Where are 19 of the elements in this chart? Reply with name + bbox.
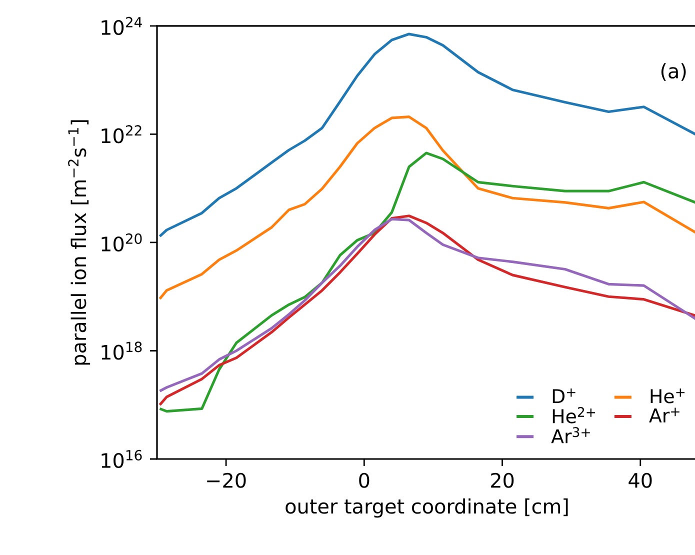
y-tick-label: 10$^{22}$: [102, 125, 142, 144]
x-tick-label: 0: [359, 472, 370, 488]
x-axis-title: outer target coordinate [cm]: [286, 498, 568, 518]
y-tick-label: 10$^{20}$: [102, 233, 142, 252]
legend-label: He$^{2+}$: [552, 407, 596, 424]
annotation: (a): [661, 63, 686, 81]
y-tick-label: 10$^{16}$: [102, 450, 142, 468]
y-tick-label: 10$^{24}$: [102, 16, 142, 36]
legend-label: He$^{+}$: [650, 388, 685, 404]
legend-label: Ar$^{+}$: [649, 408, 680, 422]
line-series: [158, 32, 695, 238]
y-axis-title: parallel ion flux [m$^{−2}$s$^{−1}$]: [68, 120, 90, 365]
x-tick-label: 20: [491, 472, 514, 488]
legend-label: Ar$^{3+}$: [551, 427, 590, 444]
legend-label: D$^{+}$: [552, 388, 576, 404]
line-series: [158, 115, 695, 300]
y-tick-label: 10$^{18}$: [102, 342, 142, 360]
x-tick-label: 40: [628, 472, 652, 488]
x-tick-label: −20: [207, 472, 246, 488]
